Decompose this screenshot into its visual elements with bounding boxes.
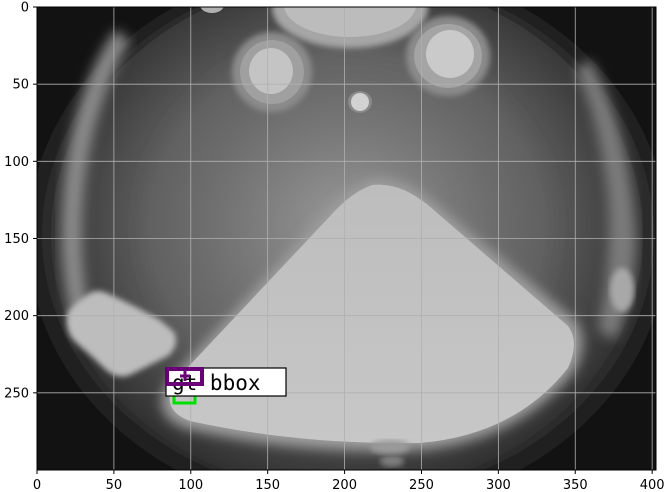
y-tick-label: 50 <box>12 78 29 93</box>
pred-bbox <box>165 367 204 386</box>
y-tick-label: 200 <box>4 309 29 324</box>
ct-scan-image <box>37 7 656 470</box>
y-tick-label: 250 <box>4 386 29 401</box>
pred-bbox-marker <box>180 371 190 381</box>
x-tick-label: 250 <box>409 478 434 492</box>
y-tick-label: 100 <box>4 155 29 170</box>
x-axis: 0 50 100 150 200 250 300 350 400 <box>33 470 665 492</box>
x-tick-label: 200 <box>332 478 357 492</box>
x-tick-label: 50 <box>106 478 123 492</box>
y-tick-label: 0 <box>21 1 29 16</box>
x-tick-label: 400 <box>640 478 665 492</box>
x-tick-label: 100 <box>178 478 203 492</box>
x-tick-label: 300 <box>486 478 511 492</box>
y-axis: 0 50 100 150 200 250 <box>4 1 37 401</box>
x-tick-label: 150 <box>255 478 280 492</box>
x-tick-label: 0 <box>33 478 41 492</box>
x-tick-label: 350 <box>563 478 588 492</box>
y-tick-label: 150 <box>4 232 29 247</box>
